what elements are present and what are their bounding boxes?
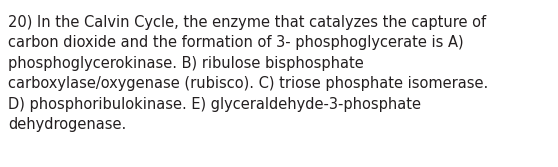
Text: 20) In the Calvin Cycle, the enzyme that catalyzes the capture of
carbon dioxide: 20) In the Calvin Cycle, the enzyme that… [8,15,488,132]
